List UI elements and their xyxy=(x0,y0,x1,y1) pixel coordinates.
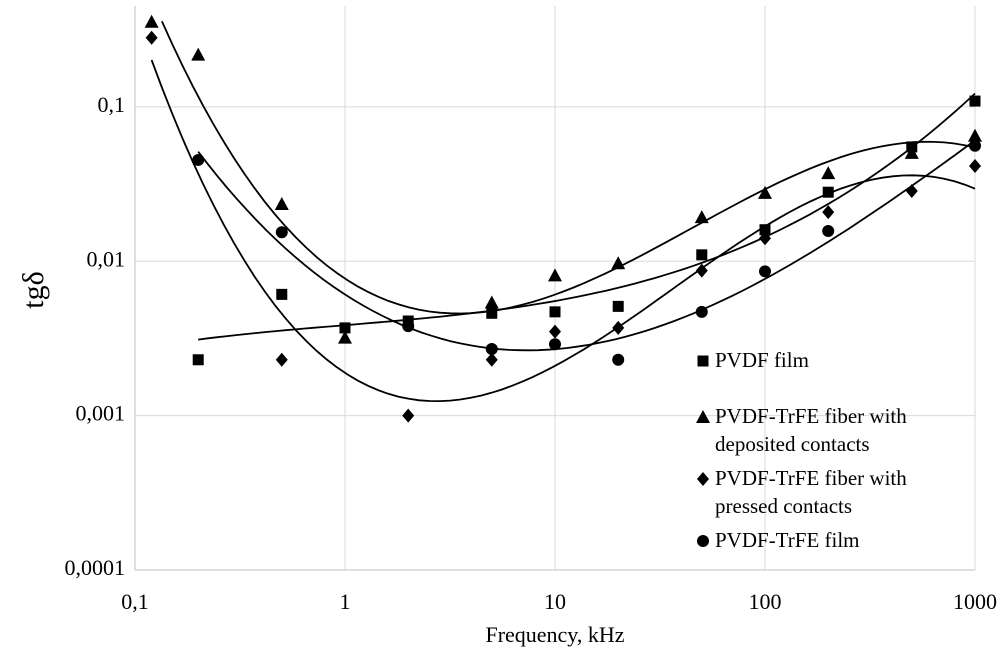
legend-marker xyxy=(697,472,709,486)
marker xyxy=(759,224,771,236)
legend-label: PVDF-TrFE film xyxy=(715,528,860,552)
legend-item: PVDF-TrFE fiber with deposited contacts xyxy=(695,402,965,458)
y-tick-label: 0,0001 xyxy=(65,555,126,580)
legend-label: PVDF film xyxy=(715,348,809,372)
marker xyxy=(339,322,351,334)
marker xyxy=(274,196,289,210)
marker xyxy=(759,231,771,246)
marker xyxy=(191,47,206,61)
marker xyxy=(697,355,709,367)
marker xyxy=(904,145,919,159)
legend-label: PVDF-TrFE fiber with pressed contacts xyxy=(715,466,907,518)
y-axis-label: tgδ xyxy=(17,271,50,308)
marker xyxy=(822,186,834,198)
marker xyxy=(402,408,415,423)
marker xyxy=(192,354,204,366)
legend-item: PVDF-TrFE film xyxy=(695,526,965,554)
marker xyxy=(612,320,625,335)
legend-marker xyxy=(696,410,710,423)
marker xyxy=(611,256,626,270)
trend-line xyxy=(161,20,976,315)
legend-marker xyxy=(697,355,709,367)
marker xyxy=(144,14,159,28)
y-tick-label: 0,001 xyxy=(76,401,126,426)
marker xyxy=(821,166,836,180)
marker xyxy=(969,158,981,173)
trend-line xyxy=(150,59,976,403)
marker xyxy=(549,324,561,339)
marker xyxy=(696,249,708,261)
marker xyxy=(486,307,498,319)
marker xyxy=(969,139,981,152)
marker xyxy=(192,153,205,166)
trend-line xyxy=(197,139,976,352)
marker xyxy=(694,210,709,224)
marker xyxy=(759,265,771,278)
marker xyxy=(145,30,158,45)
x-tick-label: 0,1 xyxy=(121,589,149,614)
y-tick-label: 0,01 xyxy=(87,246,126,271)
marker xyxy=(612,300,624,312)
marker xyxy=(968,128,982,142)
marker xyxy=(695,305,708,318)
marker xyxy=(758,185,772,199)
marker xyxy=(275,226,288,239)
marker xyxy=(548,268,562,282)
marker xyxy=(402,320,415,333)
x-tick-label: 100 xyxy=(749,589,782,614)
x-tick-label: 10 xyxy=(544,589,566,614)
marker xyxy=(822,224,835,237)
legend-item: PVDF-TrFE fiber with pressed contacts xyxy=(695,464,965,520)
marker xyxy=(697,535,709,547)
marker xyxy=(338,330,352,344)
legend: PVDF film PVDF-TrFE fiber with deposited … xyxy=(695,346,965,560)
marker xyxy=(549,338,561,351)
x-tick-label: 1000 xyxy=(953,589,997,614)
x-tick-label: 1 xyxy=(340,589,351,614)
marker xyxy=(275,352,288,367)
marker xyxy=(822,205,835,220)
marker xyxy=(276,288,288,300)
marker xyxy=(549,306,561,318)
y-tick-label: 0,1 xyxy=(98,92,126,117)
marker xyxy=(612,353,625,366)
x-axis-label: Frequency, kHz xyxy=(485,622,624,647)
marker xyxy=(697,472,709,486)
legend-marker xyxy=(697,535,709,547)
marker xyxy=(696,410,710,423)
marker xyxy=(485,343,498,356)
marker xyxy=(969,95,981,107)
trend-line xyxy=(198,92,976,341)
legend-item: PVDF film xyxy=(695,346,965,374)
marker xyxy=(484,295,499,309)
marker xyxy=(695,263,708,278)
legend-label: PVDF-TrFE fiber with deposited contacts xyxy=(715,404,907,456)
marker xyxy=(485,352,498,367)
